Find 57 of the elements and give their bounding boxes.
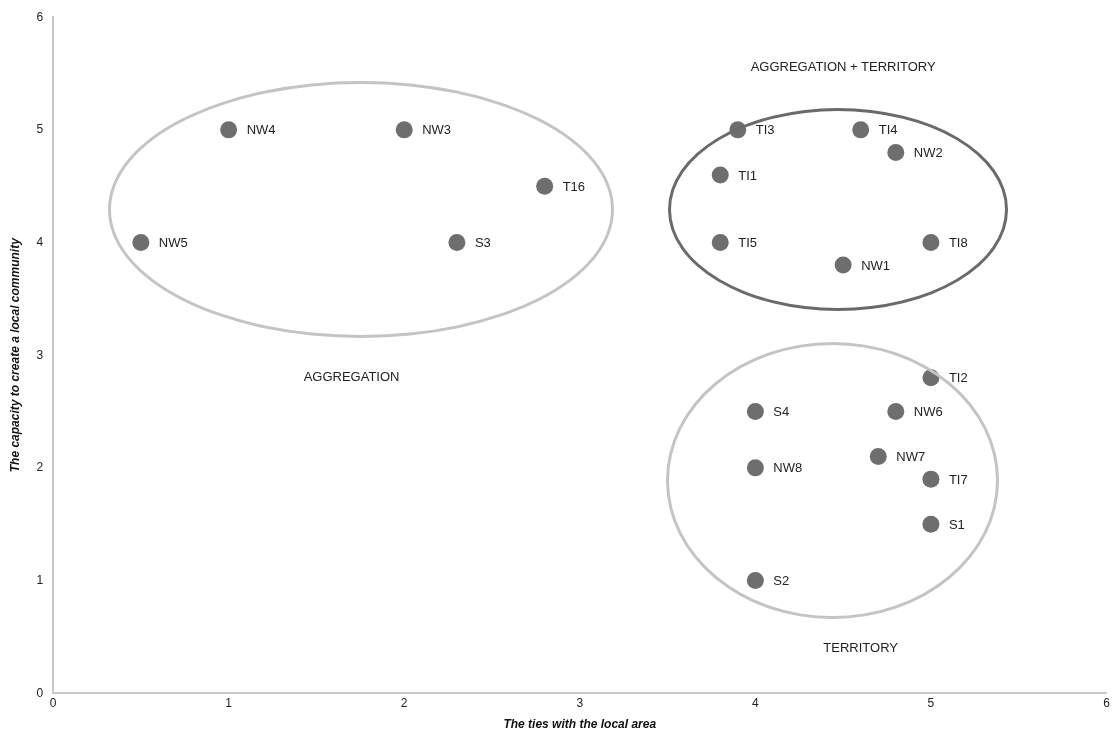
x-tick-label: 6 xyxy=(1103,695,1111,710)
point xyxy=(887,143,905,161)
series-label: TI4 xyxy=(878,122,898,138)
annotation: TERRITORY xyxy=(823,639,899,655)
point xyxy=(395,121,413,139)
point xyxy=(746,459,764,477)
x-tick-label: 2 xyxy=(400,695,408,710)
series-label: NW4 xyxy=(246,122,276,138)
y-tick-label: 0 xyxy=(36,685,44,700)
series-label: NW3 xyxy=(422,122,452,138)
series-label: S2 xyxy=(773,573,790,589)
series-label: S3 xyxy=(474,235,491,251)
x-tick-label: 4 xyxy=(752,695,760,710)
point xyxy=(448,234,466,252)
point xyxy=(132,234,150,252)
x-tick-label: 3 xyxy=(576,695,584,710)
point xyxy=(746,572,764,590)
y-tick-label: 2 xyxy=(36,460,44,475)
series-label: NW2 xyxy=(913,144,943,160)
x-tick-label: 1 xyxy=(225,695,233,710)
series-label: TI8 xyxy=(948,235,968,251)
x-axis-title: The ties with the local area xyxy=(503,717,657,732)
point xyxy=(220,121,238,139)
series-label: TI1 xyxy=(738,167,758,183)
y-tick-label: 6 xyxy=(36,9,44,24)
series-label: TI5 xyxy=(738,235,758,251)
series-label: NW8 xyxy=(773,460,803,476)
y-tick-label: 1 xyxy=(36,572,44,587)
x-tick-label: 5 xyxy=(927,695,935,710)
point xyxy=(922,470,940,488)
series-label: NW5 xyxy=(158,235,188,251)
point xyxy=(852,121,870,139)
series-label: TI3 xyxy=(755,122,775,138)
y-tick-label: 3 xyxy=(36,347,44,362)
point xyxy=(834,256,852,274)
y-tick-label: 5 xyxy=(36,122,44,137)
y-tick-label: 4 xyxy=(36,234,44,249)
point xyxy=(887,403,905,421)
y-axis-title: The capacity to create a local community xyxy=(7,236,22,473)
series-label: TI2 xyxy=(948,370,968,386)
point xyxy=(711,234,729,252)
series-label: NW7 xyxy=(896,449,926,465)
point xyxy=(711,166,729,184)
point xyxy=(746,403,764,421)
series-label: NW6 xyxy=(913,404,943,420)
series-label: S1 xyxy=(948,516,965,532)
series-label: S4 xyxy=(773,404,790,420)
series-label: T16 xyxy=(562,178,586,194)
annotation: AGGREGATION xyxy=(303,369,400,385)
point xyxy=(869,448,887,466)
x-tick-label: 0 xyxy=(49,695,57,710)
point xyxy=(922,234,940,252)
annotation: AGGREGATION + TERRITORY xyxy=(750,59,936,75)
series-label: TI7 xyxy=(948,471,968,487)
point xyxy=(922,515,940,533)
series-label: NW1 xyxy=(861,257,891,273)
point xyxy=(536,177,554,195)
